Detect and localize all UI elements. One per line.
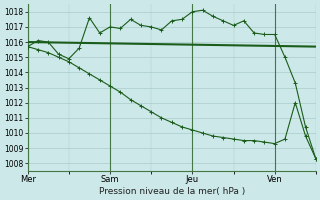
X-axis label: Pression niveau de la mer( hPa ): Pression niveau de la mer( hPa ) — [99, 187, 245, 196]
